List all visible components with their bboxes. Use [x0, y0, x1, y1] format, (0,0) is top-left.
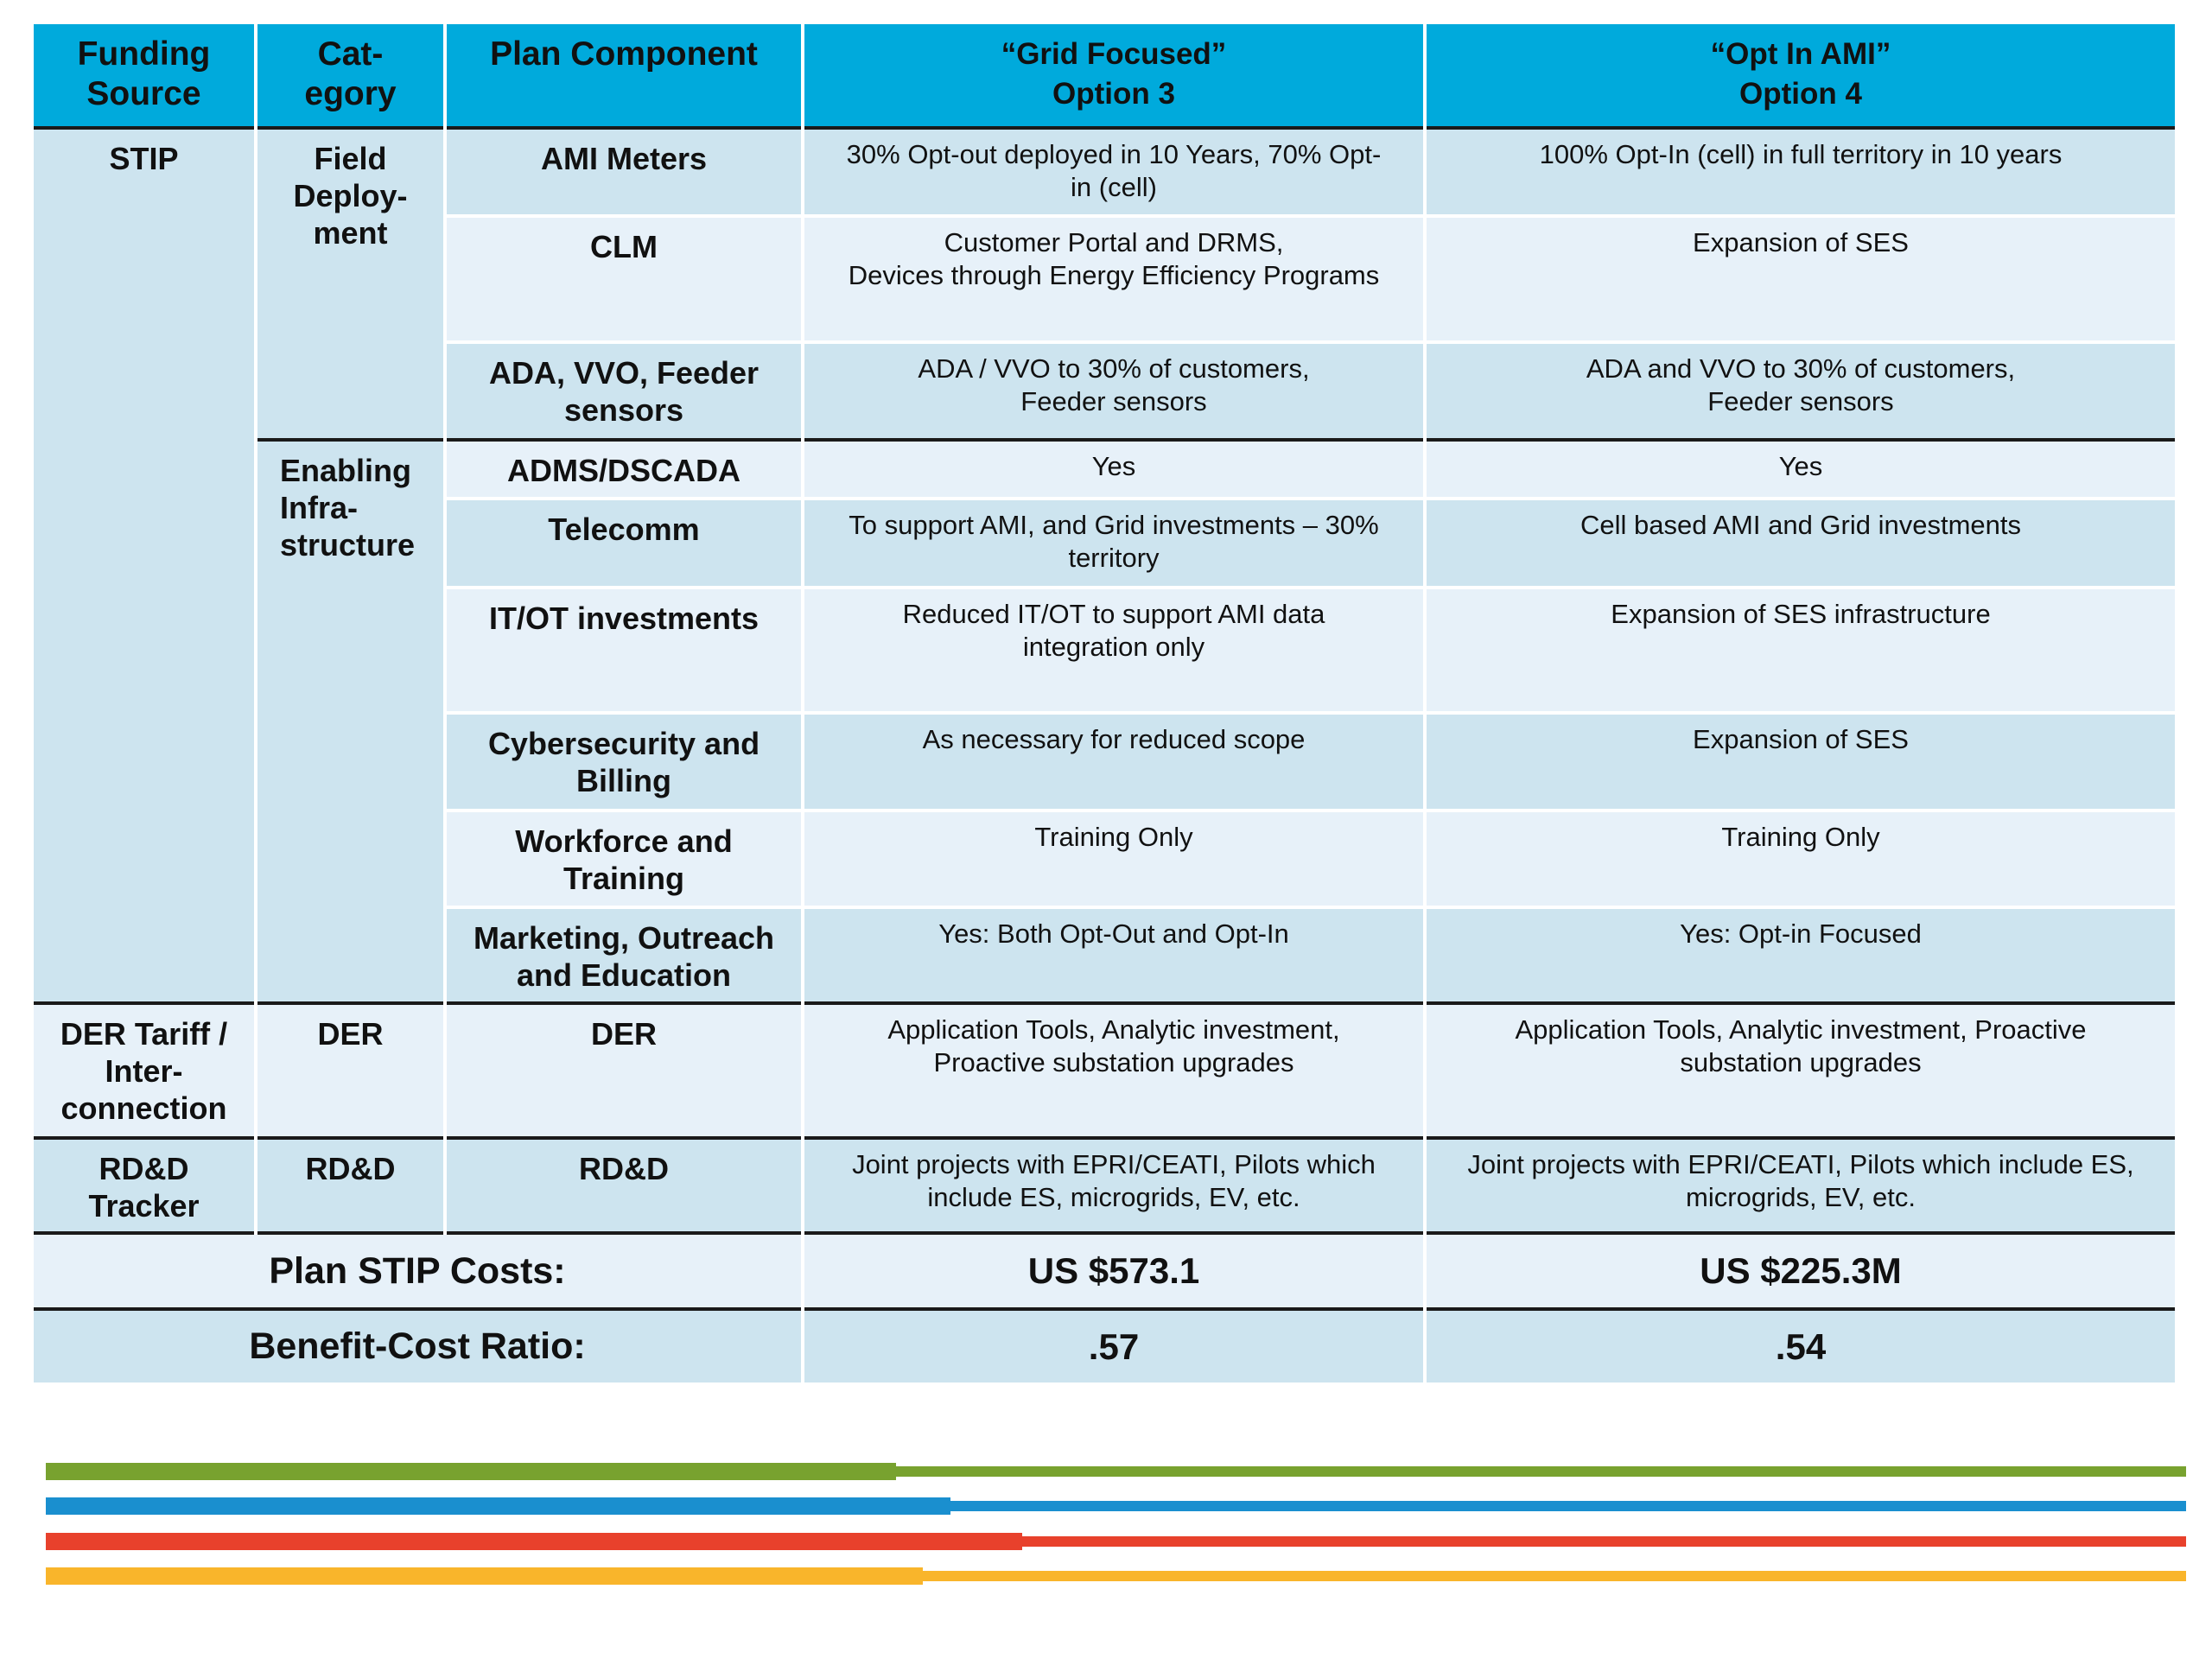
header-option-3: “Grid Focused” Option 3 [801, 24, 1427, 128]
component-cell: Workforce and Training [443, 810, 804, 908]
option-3-cell: Customer Portal and DRMS, Devices throug… [801, 216, 1427, 343]
option-3-cell: ADA / VVO to 30% of customers, Feeder se… [801, 342, 1427, 440]
plan-stip-costs-option-4: US $225.3M [1423, 1233, 2178, 1310]
benefit-cost-ratio-option-4: .54 [1423, 1309, 2178, 1384]
funding-source-der-tariff: DER Tariff / Inter- connection [30, 1002, 257, 1138]
option-4-cell: Expansion of SES [1423, 216, 2178, 343]
option-3-cell: Training Only [801, 810, 1427, 908]
header-category: Cat- egory [254, 24, 447, 128]
option-4-cell: ADA and VVO to 30% of customers, Feeder … [1423, 342, 2178, 440]
option-4-cell: Expansion of SES [1423, 713, 2178, 810]
header-plan-component: Plan Component [443, 24, 804, 128]
red-stripe-thin [1022, 1536, 2186, 1547]
benefit-cost-ratio-option-3: .57 [801, 1309, 1427, 1384]
option-4-cell: Expansion of SES infrastructure [1423, 587, 2178, 714]
option-4-cell: Joint projects with EPRI/CEATI, Pilots w… [1423, 1137, 2178, 1234]
red-stripe-thick [46, 1533, 1022, 1550]
green-stripe-thick [46, 1463, 896, 1480]
component-cell: AMI Meters [443, 128, 804, 217]
option-4-cell: Application Tools, Analytic investment, … [1423, 1002, 2178, 1138]
category-field-deployment: Field Deploy- ment [254, 128, 447, 440]
component-cell: DER [443, 1002, 804, 1138]
component-cell: RD&D [443, 1137, 804, 1234]
plan-stip-costs-option-3: US $573.1 [801, 1233, 1427, 1310]
component-cell: ADMS/DSCADA [443, 439, 804, 499]
component-cell: CLM [443, 216, 804, 343]
option-3-cell: Joint projects with EPRI/CEATI, Pilots w… [801, 1137, 1427, 1234]
option-3-cell: Yes: Both Opt-Out and Opt-In [801, 907, 1427, 1003]
header-option-4: “Opt In AMI” Option 4 [1423, 24, 2178, 128]
blue-stripe-thick [46, 1497, 950, 1515]
component-cell: Marketing, Outreach and Education [443, 907, 804, 1003]
funding-source-stip: STIP [30, 128, 257, 1003]
option-4-cell: Cell based AMI and Grid investments [1423, 499, 2178, 588]
plan-stip-costs-label: Plan STIP Costs: [30, 1233, 804, 1310]
yellow-stripe-thick [46, 1567, 923, 1585]
option-4-cell: Training Only [1423, 810, 2178, 908]
option-4-cell: Yes [1423, 439, 2178, 499]
component-cell: ADA, VVO, Feeder sensors [443, 342, 804, 440]
option-3-cell: 30% Opt-out deployed in 10 Years, 70% Op… [801, 128, 1427, 217]
blue-stripe-thin [950, 1501, 2186, 1511]
option-3-cell: As necessary for reduced scope [801, 713, 1427, 810]
option-3-cell: Application Tools, Analytic investment, … [801, 1002, 1427, 1138]
option-4-cell: 100% Opt-In (cell) in full territory in … [1423, 128, 2178, 217]
green-stripe-thin [896, 1466, 2186, 1477]
funding-source-rdd-tracker: RD&D Tracker [30, 1137, 257, 1234]
benefit-cost-ratio-label: Benefit-Cost Ratio: [30, 1309, 804, 1384]
header-funding-source: Funding Source [30, 24, 257, 128]
option-3-cell: To support AMI, and Grid investments – 3… [801, 499, 1427, 588]
category-enabling-infrastructure: Enabling Infra- structure [254, 439, 447, 1003]
option-3-cell: Yes [801, 439, 1427, 499]
category-der: DER [254, 1002, 447, 1138]
category-rdd: RD&D [254, 1137, 447, 1234]
yellow-stripe-thin [923, 1571, 2186, 1581]
component-cell: Cybersecurity and Billing [443, 713, 804, 810]
component-cell: Telecomm [443, 499, 804, 588]
plan-comparison-table: Funding Source Cat- egory Plan Component… [30, 24, 2178, 1386]
option-3-cell: Reduced IT/OT to support AMI data integr… [801, 587, 1427, 714]
option-4-cell: Yes: Opt-in Focused [1423, 907, 2178, 1003]
component-cell: IT/OT investments [443, 587, 804, 714]
